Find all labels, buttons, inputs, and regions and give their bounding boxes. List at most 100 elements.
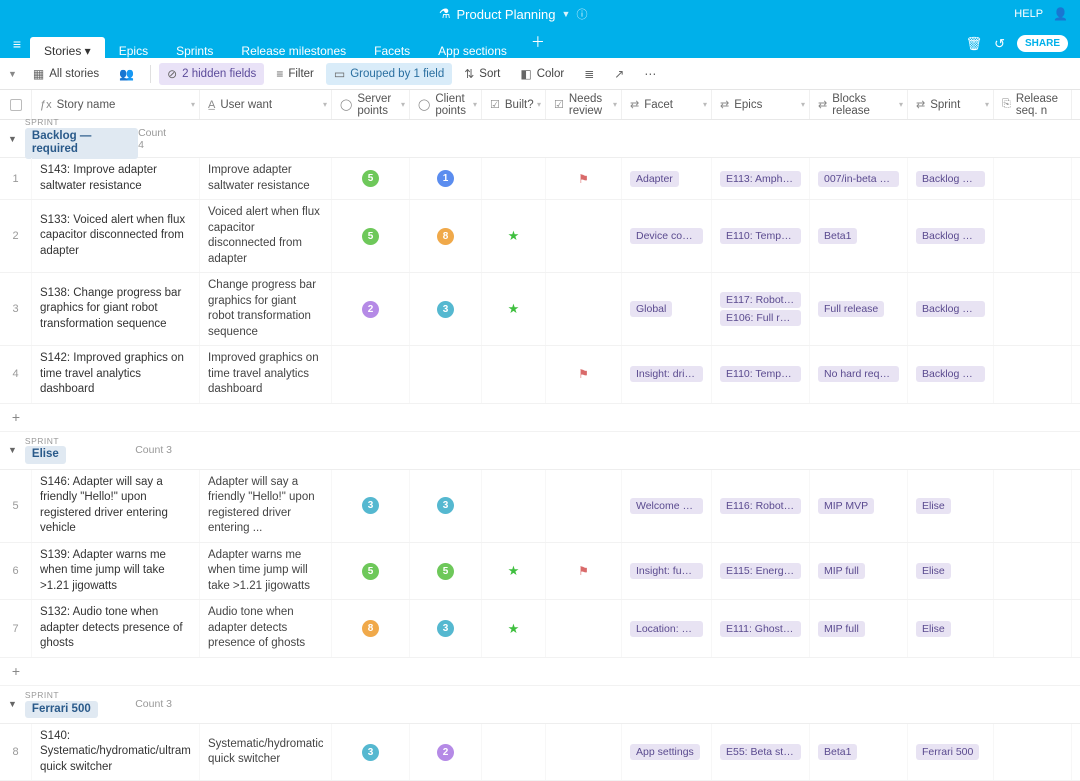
cell-user-want[interactable]: Adapter will say a friendly "Hello!" upo… <box>200 470 332 542</box>
cell-user-want[interactable]: Change progress bar graphics for giant r… <box>200 273 332 345</box>
cell-story-name[interactable]: S142: Improved graphics on time travel a… <box>32 346 200 403</box>
menu-icon[interactable]: ≡ <box>8 36 26 58</box>
filter-button[interactable]: ≡Filter <box>268 63 322 85</box>
linked-record-tag[interactable]: Device connection <box>630 228 703 244</box>
cell-sprint[interactable]: Backlog — required <box>908 158 994 199</box>
cell-server-points[interactable]: 3 <box>332 470 410 542</box>
linked-record-tag[interactable]: Location: driving <box>630 621 703 637</box>
add-row-button[interactable]: + <box>0 658 1080 686</box>
linked-record-tag[interactable]: Beta1 <box>818 744 857 760</box>
linked-record-tag[interactable]: Full release <box>818 301 884 317</box>
cell-sprint[interactable]: Elise <box>908 543 994 600</box>
cell-release-seq[interactable] <box>994 346 1072 403</box>
cell-client-points[interactable]: 8 <box>410 200 482 272</box>
group-header[interactable]: ▼SPRINTFerrari 500Count 3 <box>0 686 1080 724</box>
cell-epics[interactable]: E116: Robot AI (emotional d <box>712 470 810 542</box>
cell-needs-review[interactable] <box>546 600 622 657</box>
table-row[interactable]: 4S142: Improved graphics on time travel … <box>0 346 1080 404</box>
cell-client-points[interactable]: 3 <box>410 273 482 345</box>
add-row-button[interactable]: + <box>0 404 1080 432</box>
linked-record-tag[interactable]: Elise <box>916 563 951 579</box>
cell-release-seq[interactable] <box>994 470 1072 542</box>
cell-release-seq[interactable] <box>994 200 1072 272</box>
linked-record-tag[interactable]: E111: Ghostbusting v1 <box>720 621 801 637</box>
cell-blocks-release[interactable]: Beta1 <box>810 200 908 272</box>
hidden-fields-button[interactable]: ⊘2 hidden fields <box>159 63 264 85</box>
toolbar-expand-icon[interactable]: ▼ <box>8 69 17 79</box>
cell-epics[interactable]: E115: Energy efficient temp <box>712 543 810 600</box>
cell-built[interactable] <box>482 158 546 199</box>
cell-facet[interactable]: Welcome experience <box>622 470 712 542</box>
cell-built[interactable]: ★ <box>482 273 546 345</box>
linked-record-tag[interactable]: Backlog — required <box>916 301 985 317</box>
col-client-points[interactable]: ◯Client points▾ <box>410 90 482 119</box>
help-link[interactable]: HELP <box>1014 8 1043 20</box>
cell-client-points[interactable]: 5 <box>410 543 482 600</box>
cell-server-points[interactable] <box>332 346 410 403</box>
info-icon[interactable]: ⓘ <box>576 6 587 22</box>
color-button[interactable]: ◧Color <box>512 63 572 85</box>
cell-client-points[interactable]: 1 <box>410 158 482 199</box>
linked-record-tag[interactable]: E116: Robot AI (emotional d <box>720 498 801 514</box>
cell-user-want[interactable]: Audio tone when adapter detects presence… <box>200 600 332 657</box>
trash-icon[interactable]: 🗑 <box>966 36 983 52</box>
cell-sprint[interactable]: Backlog — required <box>908 346 994 403</box>
table-row[interactable]: 1 S143: Improve adapter saltwater resista… <box>0 158 1080 200</box>
cell-facet[interactable]: Device connection <box>622 200 712 272</box>
cell-built[interactable]: ★ <box>482 200 546 272</box>
cell-sprint[interactable]: Elise <box>908 470 994 542</box>
tab-stories[interactable]: Stories ▾ <box>30 37 105 65</box>
cell-user-want[interactable]: Adapter warns me when time jump will tak… <box>200 543 332 600</box>
col-built[interactable]: ☑Built?▾ <box>482 90 546 119</box>
table-row[interactable]: 2S133: Voiced alert when flux capacitor … <box>0 200 1080 273</box>
col-epics[interactable]: ⇄Epics▾ <box>712 90 810 119</box>
col-sprint[interactable]: ⇄Sprint▾ <box>908 90 994 119</box>
linked-record-tag[interactable]: MIP full <box>818 621 865 637</box>
cell-release-seq[interactable] <box>994 543 1072 600</box>
cell-story-name[interactable]: S132: Audio tone when adapter detects pr… <box>32 600 200 657</box>
sort-button[interactable]: ⇅Sort <box>456 63 508 85</box>
linked-record-tag[interactable]: Backlog — required <box>916 228 985 244</box>
share-view-button[interactable]: ↗ <box>606 63 632 85</box>
linked-record-tag[interactable]: MIP full <box>818 563 865 579</box>
cell-built[interactable]: ★ <box>482 600 546 657</box>
cell-needs-review[interactable]: ⚑ <box>546 346 622 403</box>
cell-server-points[interactable]: 2 <box>332 273 410 345</box>
cell-epics[interactable]: E111: Ghostbusting v1 <box>712 600 810 657</box>
cell-client-points[interactable]: 3 <box>410 470 482 542</box>
tab-release-milestones[interactable]: Release milestones <box>227 37 360 65</box>
table-row[interactable]: 7S132: Audio tone when adapter detects p… <box>0 600 1080 658</box>
more-button[interactable]: ⋯ <box>636 63 664 85</box>
group-button[interactable]: ▭Grouped by 1 field <box>326 63 452 85</box>
linked-record-tag[interactable]: No hard requirement <box>818 366 899 382</box>
cell-needs-review[interactable] <box>546 724 622 781</box>
cell-story-name[interactable]: S146: Adapter will say a friendly "Hello… <box>32 470 200 542</box>
add-tab-button[interactable]: ＋ <box>521 26 555 58</box>
cell-sprint[interactable]: Backlog — required <box>908 273 994 345</box>
linked-record-tag[interactable]: E110: Temporal displaceme <box>720 228 801 244</box>
cell-blocks-release[interactable]: MIP full <box>810 600 908 657</box>
cell-facet[interactable]: Location: driving <box>622 600 712 657</box>
cell-client-points[interactable]: 3 <box>410 600 482 657</box>
cell-built[interactable] <box>482 346 546 403</box>
tab-app-sections[interactable]: App sections <box>424 37 521 65</box>
cell-client-points[interactable]: 2 <box>410 724 482 781</box>
select-all-header[interactable] <box>0 90 32 119</box>
views-button[interactable]: ▦All stories <box>25 63 107 85</box>
linked-record-tag[interactable]: Welcome experience <box>630 498 703 514</box>
cell-facet[interactable]: Insight: drive score <box>622 346 712 403</box>
cell-facet[interactable]: Global <box>622 273 712 345</box>
cell-story-name[interactable]: S140: Systematic/hydromatic/ultramatic q… <box>32 724 200 781</box>
cell-client-points[interactable] <box>410 346 482 403</box>
cell-story-name[interactable]: S133: Voiced alert when flux capacitor d… <box>32 200 200 272</box>
group-header[interactable]: ▼SPRINTEliseCount 3 <box>0 432 1080 470</box>
col-facet[interactable]: ⇄Facet▾ <box>622 90 712 119</box>
cell-server-points[interactable]: 5 <box>332 158 410 199</box>
cell-facet[interactable]: Insight: fuel efficiency <box>622 543 712 600</box>
cell-story-name[interactable]: S138: Change progress bar graphics for g… <box>32 273 200 345</box>
linked-record-tag[interactable]: E106: Full release style refin <box>720 310 801 326</box>
cell-user-want[interactable]: Systematic/hydromatic/ultramatic quick s… <box>200 724 332 781</box>
linked-record-tag[interactable]: 007/in-beta partnership <box>818 171 899 187</box>
linked-record-tag[interactable]: E117: Robot transformatio <box>720 292 801 308</box>
cell-story-name[interactable]: S143: Improve adapter saltwater resistan… <box>32 158 200 199</box>
